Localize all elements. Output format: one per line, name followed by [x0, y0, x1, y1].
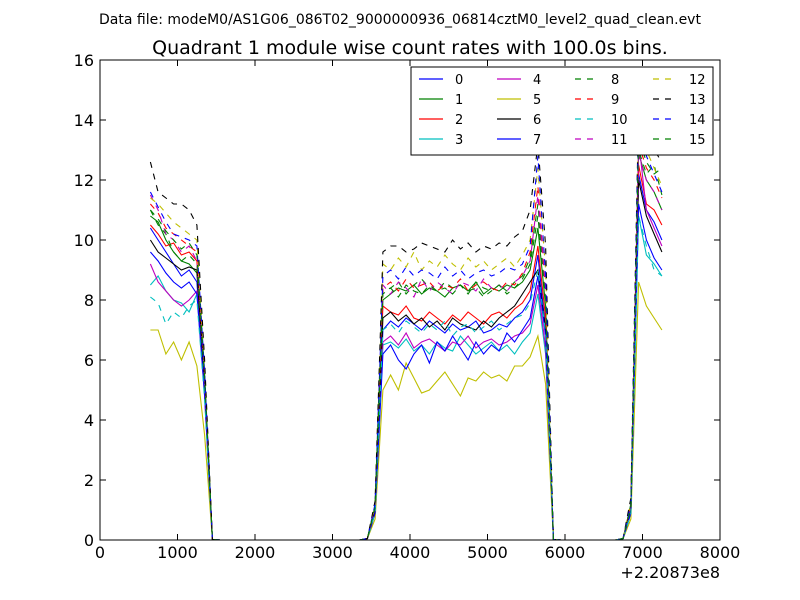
legend-label-0: 0	[455, 73, 463, 88]
y-tick-label-8: 8	[84, 291, 94, 310]
x-axis-offset-label: +2.20873e8	[620, 563, 720, 582]
x-tick-label-1000: 1000	[157, 543, 198, 562]
x-tick-label-3000: 3000	[312, 543, 353, 562]
y-tick-label-10: 10	[74, 231, 94, 250]
series-line-12	[150, 113, 663, 541]
series-line-4	[149, 140, 663, 541]
legend-label-6: 6	[533, 113, 541, 128]
x-tick-label-8000: 8000	[700, 543, 741, 562]
axis-ticks-group: 0 1000 2000 3000 4000 5000 6000 7000 80000246810…	[74, 51, 741, 562]
series-line-14	[149, 119, 663, 541]
series-line-1	[150, 152, 663, 541]
legend-label-14: 14	[689, 113, 706, 128]
plot-series-group	[149, 107, 663, 541]
x-tick-label-7000: 7000	[622, 543, 663, 562]
legend-label-5: 5	[533, 93, 541, 108]
legend-label-15: 15	[689, 133, 706, 148]
chart-title: Quadrant 1 module wise count rates with …	[152, 37, 668, 59]
series-line-3	[149, 215, 663, 541]
legend-label-12: 12	[689, 73, 706, 88]
legend-label-13: 13	[689, 93, 706, 108]
legend-label-10: 10	[611, 113, 628, 128]
x-tick-label-0: 0	[95, 543, 105, 562]
series-line-10	[150, 215, 663, 541]
legend-label-7: 7	[533, 133, 541, 148]
x-tick-label-5000: 5000	[467, 543, 508, 562]
series-line-7	[149, 203, 663, 541]
x-tick-label-6000: 6000	[545, 543, 586, 562]
series-line-13	[149, 107, 663, 541]
legend-label-2: 2	[455, 113, 463, 128]
data-file-suptitle: Data file: modeM0/AS1G06_086T02_90000009…	[99, 12, 701, 28]
y-tick-label-2: 2	[84, 471, 94, 490]
y-tick-label-12: 12	[74, 171, 94, 190]
legend-label-9: 9	[611, 93, 619, 108]
y-tick-label-4: 4	[84, 411, 94, 430]
legend-label-11: 11	[611, 133, 628, 148]
series-line-9	[149, 143, 663, 541]
y-tick-label-6: 6	[84, 351, 94, 370]
series-line-0	[149, 173, 663, 541]
x-tick-label-4000: 4000	[390, 543, 431, 562]
y-tick-label-16: 16	[74, 51, 94, 70]
y-tick-label-0: 0	[84, 531, 94, 550]
legend-box	[410, 66, 714, 156]
series-line-2	[149, 164, 663, 541]
series-line-11	[149, 155, 663, 541]
legend-label-4: 4	[533, 73, 541, 88]
series-line-8	[149, 149, 663, 541]
series-line-6	[149, 179, 663, 541]
legend-label-8: 8	[611, 73, 619, 88]
legend-label-3: 3	[455, 133, 463, 148]
legend-label-1: 1	[455, 93, 463, 108]
x-tick-label-2000: 2000	[235, 543, 276, 562]
y-tick-label-14: 14	[74, 111, 94, 130]
